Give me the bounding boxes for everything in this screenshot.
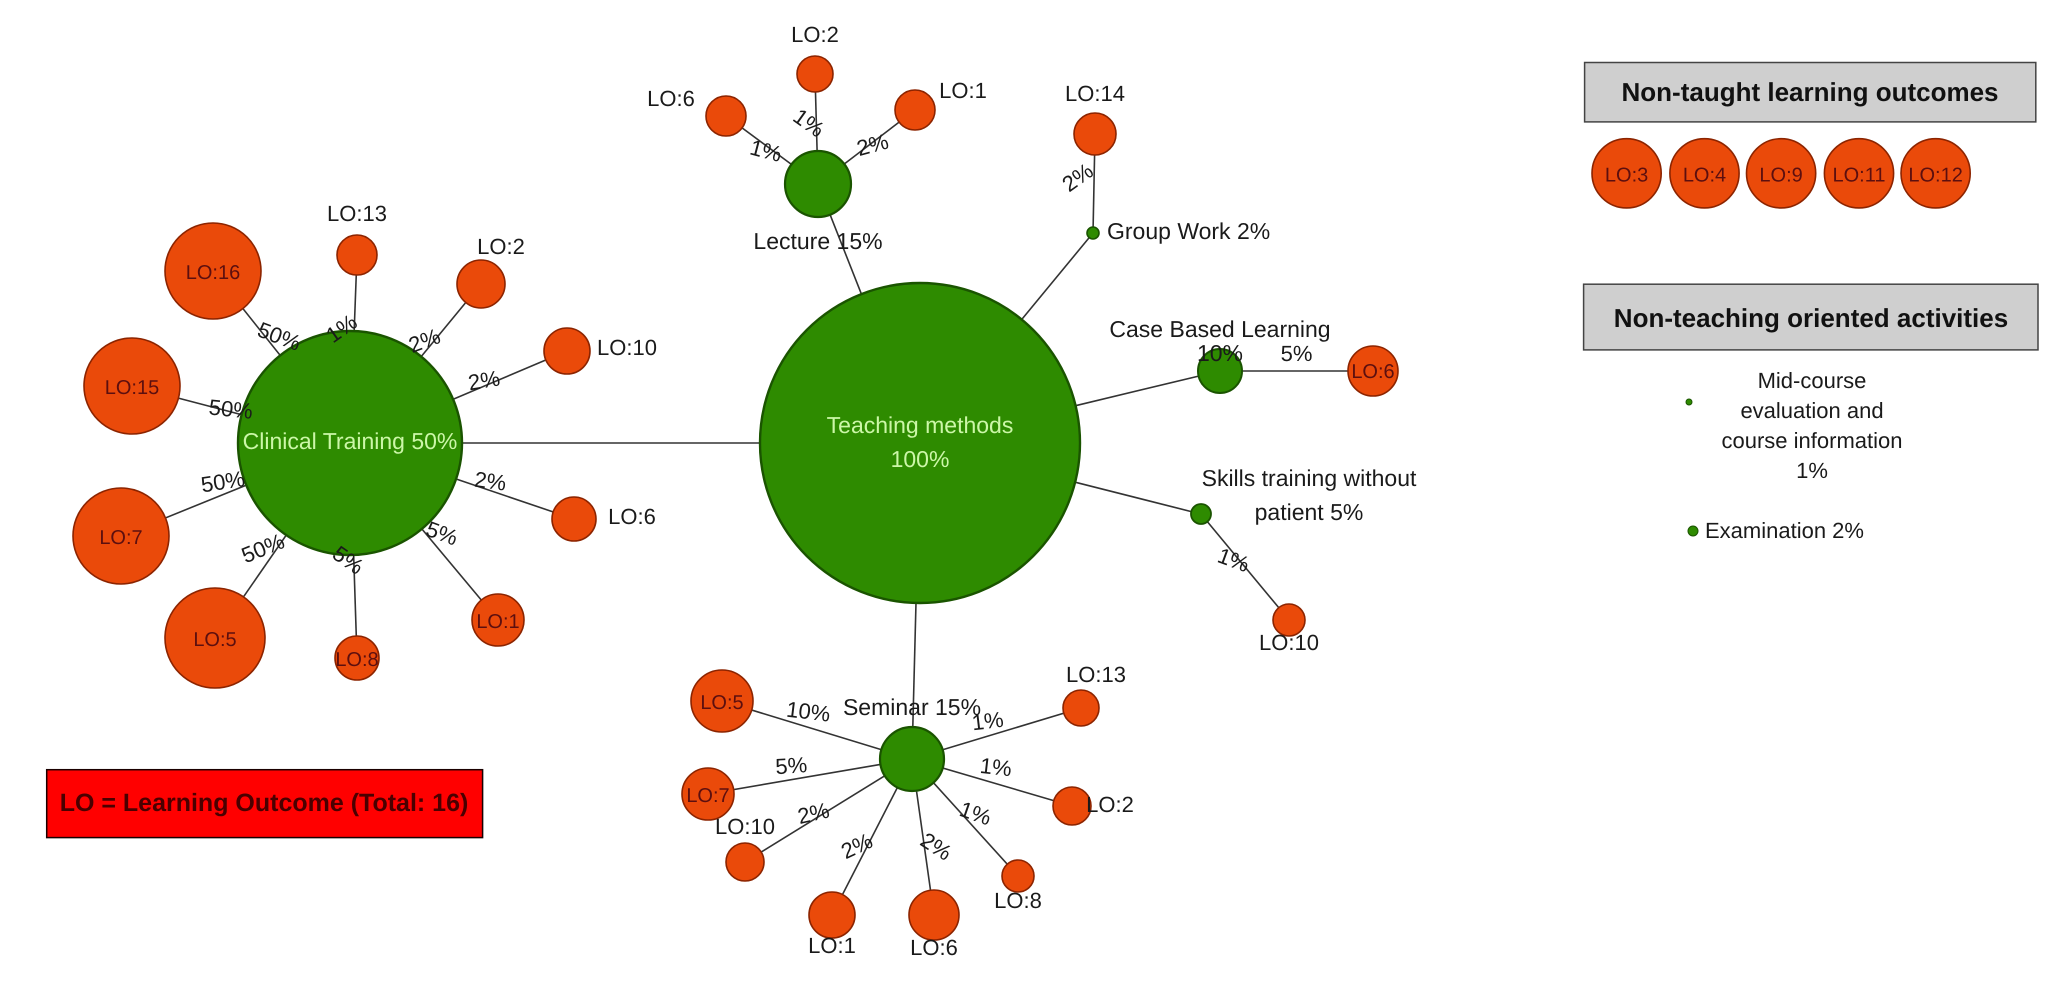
svg-text:LO = Learning Outcome (Total:: LO = Learning Outcome (Total: 16) bbox=[60, 789, 469, 817]
svg-text:50%: 50% bbox=[199, 466, 246, 497]
svg-text:LO:1: LO:1 bbox=[939, 78, 987, 103]
svg-text:2%: 2% bbox=[405, 323, 443, 357]
svg-text:LO:7: LO:7 bbox=[99, 527, 142, 549]
svg-text:2%: 2% bbox=[795, 798, 832, 829]
svg-text:Examination 2%: Examination 2% bbox=[1705, 518, 1864, 543]
svg-text:Clinical Training 50%: Clinical Training 50% bbox=[243, 428, 458, 454]
svg-text:LO:7: LO:7 bbox=[686, 785, 729, 807]
svg-text:2%: 2% bbox=[473, 467, 508, 496]
svg-text:evaluation and: evaluation and bbox=[1740, 398, 1883, 423]
svg-text:LO:16: LO:16 bbox=[186, 262, 240, 284]
svg-text:LO:6: LO:6 bbox=[1351, 361, 1394, 383]
svg-text:LO:13: LO:13 bbox=[327, 201, 387, 226]
svg-text:LO:2: LO:2 bbox=[1086, 792, 1134, 817]
svg-text:LO:8: LO:8 bbox=[994, 888, 1042, 913]
svg-text:LO:5: LO:5 bbox=[193, 629, 236, 651]
svg-text:10%: 10% bbox=[1197, 340, 1243, 366]
svg-text:LO:10: LO:10 bbox=[597, 335, 657, 360]
svg-text:1%: 1% bbox=[979, 753, 1013, 781]
svg-text:Group Work 2%: Group Work 2% bbox=[1107, 218, 1270, 244]
svg-text:2%: 2% bbox=[1057, 158, 1097, 197]
svg-text:LO:6: LO:6 bbox=[608, 504, 656, 529]
svg-text:LO:10: LO:10 bbox=[715, 814, 775, 839]
svg-text:LO:1: LO:1 bbox=[476, 611, 519, 633]
svg-text:LO:4: LO:4 bbox=[1683, 164, 1726, 186]
svg-text:LO:14: LO:14 bbox=[1065, 81, 1125, 106]
svg-text:LO:11: LO:11 bbox=[1833, 164, 1886, 186]
svg-text:Seminar 15%: Seminar 15% bbox=[843, 694, 981, 720]
svg-text:50%: 50% bbox=[254, 317, 304, 356]
svg-text:LO:10: LO:10 bbox=[1259, 630, 1319, 655]
svg-text:2%: 2% bbox=[837, 828, 876, 864]
svg-text:Skills training without: Skills training without bbox=[1202, 465, 1417, 491]
svg-text:1%: 1% bbox=[1214, 543, 1252, 577]
svg-text:patient 5%: patient 5% bbox=[1255, 499, 1364, 525]
svg-text:course information: course information bbox=[1722, 428, 1903, 453]
svg-text:1%: 1% bbox=[1796, 458, 1828, 483]
svg-text:Case Based Learning: Case Based Learning bbox=[1109, 316, 1330, 342]
svg-text:LO:2: LO:2 bbox=[791, 22, 839, 47]
svg-text:5%: 5% bbox=[775, 752, 808, 779]
svg-text:100%: 100% bbox=[891, 446, 950, 472]
svg-text:Non-teaching oriented activiti: Non-teaching oriented activities bbox=[1614, 303, 2008, 333]
svg-text:1%: 1% bbox=[970, 707, 1004, 736]
svg-text:10%: 10% bbox=[785, 697, 832, 727]
svg-text:LO:3: LO:3 bbox=[1605, 164, 1648, 186]
svg-text:2%: 2% bbox=[466, 366, 501, 396]
svg-text:1%: 1% bbox=[747, 135, 784, 167]
svg-text:Mid-course: Mid-course bbox=[1758, 368, 1867, 393]
svg-text:LO:15: LO:15 bbox=[105, 377, 159, 399]
svg-text:LO:8: LO:8 bbox=[335, 649, 378, 671]
svg-text:LO:1: LO:1 bbox=[808, 933, 856, 958]
svg-text:LO:5: LO:5 bbox=[700, 692, 743, 714]
svg-text:Lecture 15%: Lecture 15% bbox=[753, 228, 882, 254]
svg-text:50%: 50% bbox=[208, 394, 254, 423]
svg-text:1%: 1% bbox=[789, 103, 829, 142]
svg-text:LO:12: LO:12 bbox=[1908, 164, 1962, 186]
svg-text:5%: 5% bbox=[1281, 341, 1313, 366]
svg-text:5%: 5% bbox=[423, 516, 461, 550]
svg-text:1%: 1% bbox=[956, 796, 994, 830]
svg-text:LO:13: LO:13 bbox=[1066, 662, 1126, 687]
svg-text:Non-taught learning outcomes: Non-taught learning outcomes bbox=[1622, 77, 1999, 107]
svg-text:2%: 2% bbox=[854, 129, 891, 161]
svg-text:LO:2: LO:2 bbox=[477, 234, 525, 259]
svg-text:LO:6: LO:6 bbox=[910, 935, 958, 960]
svg-text:50%: 50% bbox=[238, 528, 288, 568]
svg-text:LO:6: LO:6 bbox=[647, 86, 695, 111]
svg-text:LO:9: LO:9 bbox=[1759, 164, 1802, 186]
svg-text:Teaching methods: Teaching methods bbox=[827, 412, 1014, 438]
